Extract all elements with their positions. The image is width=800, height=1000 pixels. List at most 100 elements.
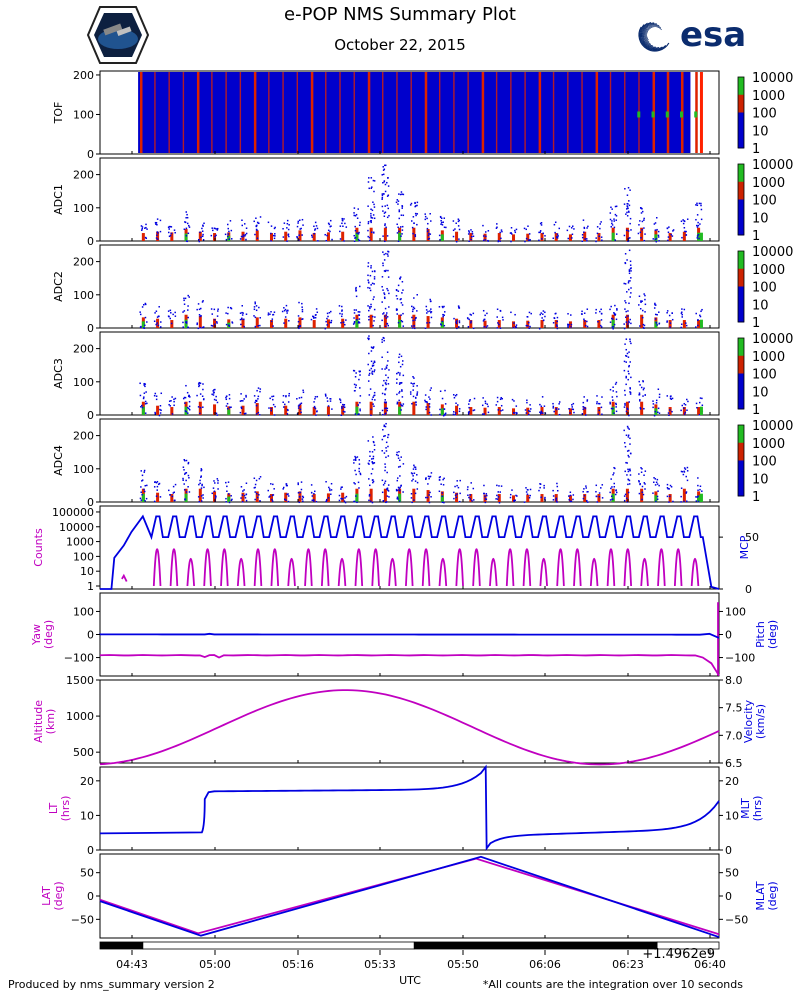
adc1-scatter-point: [487, 230, 490, 232]
adc3-scatter-point: [197, 383, 200, 385]
adc2-scatter-point: [210, 308, 213, 310]
adc3-scatter-point: [568, 408, 570, 410]
adc3-colorbar-segment: [738, 373, 744, 392]
yaw-ylabel: Yaw (deg): [30, 620, 55, 649]
adc3-scatter-point: [184, 410, 187, 412]
adc2-scatter-point: [227, 306, 229, 309]
adc3-scatter-point: [540, 405, 543, 408]
adc1-scatter-point: [244, 233, 247, 236]
adc2-scatter-point: [655, 321, 658, 324]
adc4-scatter-point: [217, 479, 219, 482]
adc1-scatter-point: [611, 224, 614, 226]
adc2-scatter-point: [629, 267, 632, 270]
adc3-scatter-point: [681, 404, 684, 407]
adc1-scatter-point: [282, 236, 285, 238]
adc1-base-bar: [341, 231, 345, 241]
adc1-base-bar: [170, 232, 174, 241]
adc1-scatter-point: [424, 213, 426, 215]
adc3-scatter-point: [669, 409, 671, 411]
adc1-scatter-point: [552, 237, 555, 240]
adc1-scatter-point: [354, 225, 356, 228]
adc4-scatter-point: [456, 480, 458, 482]
adc4-scatter-point: [528, 496, 531, 499]
adc1-scatter-point: [627, 203, 629, 205]
adc4-colorbar-label: 1000: [752, 437, 785, 452]
counts-tick-label: 1: [87, 580, 94, 593]
adc4-base-bar: [583, 494, 587, 502]
adc4-scatter-point: [141, 479, 144, 481]
adc4-scatter-point: [686, 466, 689, 469]
adc3-scatter-point: [169, 405, 172, 407]
adc3-scatter-point: [484, 402, 487, 405]
adc4-scatter-point: [159, 496, 162, 498]
altitude-tick-label: 1500: [66, 674, 94, 687]
adc3-scatter-point: [558, 401, 561, 403]
adc3-scatter-point: [615, 402, 617, 405]
adc4-scatter-point: [387, 489, 389, 491]
adc2-scatter-point: [329, 321, 331, 324]
adc1-scatter-point: [270, 240, 272, 242]
adc1-scatter-point: [414, 212, 417, 215]
adc3-scatter-point: [558, 403, 560, 405]
adc1-scatter-point: [625, 229, 628, 231]
adc4-scatter-point: [214, 497, 217, 500]
adc2-scatter-point: [386, 316, 389, 318]
adc4-scatter-point: [231, 498, 233, 501]
adc4-scatter-point: [155, 495, 158, 497]
adc1-scatter-point: [383, 212, 386, 214]
velocity-ylabel: Velocity (km/s): [742, 699, 767, 743]
adc2-scatter-point: [400, 302, 403, 304]
adc3-base-bar: [369, 401, 373, 415]
adc4-scatter-point: [425, 478, 427, 481]
adc3-scatter-point: [639, 407, 642, 409]
adc2-scatter-point: [196, 322, 199, 324]
adc4-scatter-point: [654, 484, 657, 486]
adc4-scatter-point: [302, 500, 304, 502]
adc2-scatter-point: [641, 300, 643, 302]
adc3-scatter-point: [188, 407, 190, 410]
adc3-scatter-point: [527, 410, 530, 412]
adc2-scatter-point: [355, 286, 357, 289]
adc4-scatter-point: [454, 494, 457, 497]
adc3-scatter-point: [368, 394, 371, 396]
adc1-scatter-point: [167, 226, 170, 229]
pitch-line: [99, 632, 720, 639]
adc3-scatter-point: [601, 396, 603, 398]
adc1-scatter-point: [184, 221, 186, 223]
adc4-scatter-point: [385, 501, 388, 503]
adc1-scatter-point: [609, 212, 612, 214]
adc4-scatter-point: [595, 484, 598, 487]
adc4-scatter-point: [627, 478, 630, 481]
adc4-scatter-point: [625, 461, 627, 464]
adc4-scatter-point: [529, 494, 531, 497]
adc2-base-bar: [426, 316, 430, 328]
adc1-scatter-point: [339, 238, 342, 240]
adc3-scatter-point: [415, 401, 417, 404]
adc1-scatter-point: [358, 239, 361, 242]
adc3-scatter-point: [555, 407, 558, 410]
adc2-scatter-point: [387, 255, 389, 257]
adc4-scatter-point: [539, 483, 542, 485]
adc3-scatter-point: [615, 391, 618, 393]
adc2-scatter-point: [530, 312, 532, 315]
adc3-scatter-point: [399, 372, 401, 374]
adc4-scatter-point: [399, 475, 401, 477]
adc4-scatter-point: [543, 487, 545, 489]
adc1-scatter-point: [384, 205, 386, 207]
adc1-colorbar-label: 10: [752, 211, 769, 226]
adc4-scatter-point: [214, 494, 217, 497]
adc2-base-bar: [369, 314, 373, 328]
adc4-scatter-point: [185, 471, 188, 474]
adc3-scatter-point: [374, 399, 376, 401]
adc4-scatter-point: [657, 490, 659, 492]
adc3-scatter-point: [629, 340, 631, 343]
adc4-scatter-point: [187, 462, 190, 465]
adc1-scatter-point: [539, 222, 542, 225]
adc3-scatter-point: [387, 383, 390, 385]
adc1-scatter-point: [401, 229, 404, 231]
adc4-scatter-point: [682, 473, 685, 476]
adc2-scatter-point: [341, 310, 343, 312]
adc4-scatter-point: [643, 474, 645, 476]
adc1-scatter-point: [599, 223, 601, 225]
